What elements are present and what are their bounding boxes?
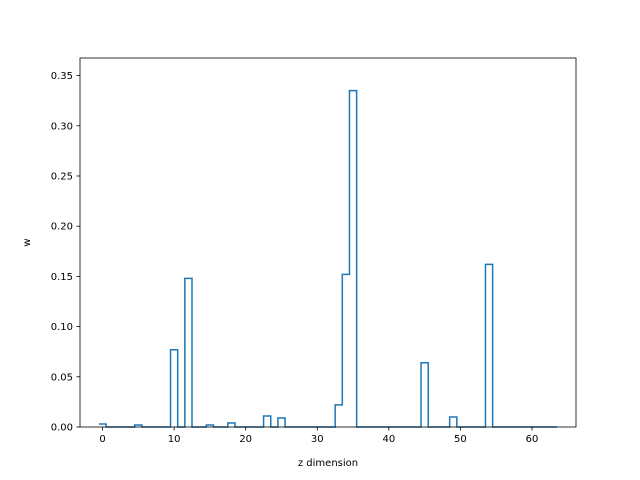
x-tick-label: 50 (454, 434, 467, 445)
y-tick-label: 0.00 (51, 423, 73, 434)
y-tick-label: 0.20 (51, 222, 73, 233)
y-axis-label: w (22, 238, 33, 246)
y-tick-label: 0.05 (51, 372, 73, 383)
x-tick-label: 60 (526, 434, 539, 445)
x-tick-label: 30 (311, 434, 324, 445)
x-axis: 0 10 20 30 40 50 60 (99, 427, 538, 445)
x-tick-label: 10 (168, 434, 181, 445)
y-tick-label: 0.10 (51, 322, 73, 333)
y-tick-label: 0.15 (51, 272, 73, 283)
x-tick-label: 0 (99, 434, 105, 445)
y-tick-label: 0.30 (51, 121, 73, 132)
y-tick-label: 0.35 (51, 71, 73, 82)
y-axis: 0.00 0.05 0.10 0.15 0.20 0.25 0.30 0.35 (51, 71, 80, 434)
axes-frame (79, 57, 577, 428)
x-axis-label: z dimension (298, 458, 358, 469)
x-tick-label: 20 (239, 434, 252, 445)
x-tick-label: 40 (382, 434, 395, 445)
y-tick-label: 0.25 (51, 171, 73, 182)
